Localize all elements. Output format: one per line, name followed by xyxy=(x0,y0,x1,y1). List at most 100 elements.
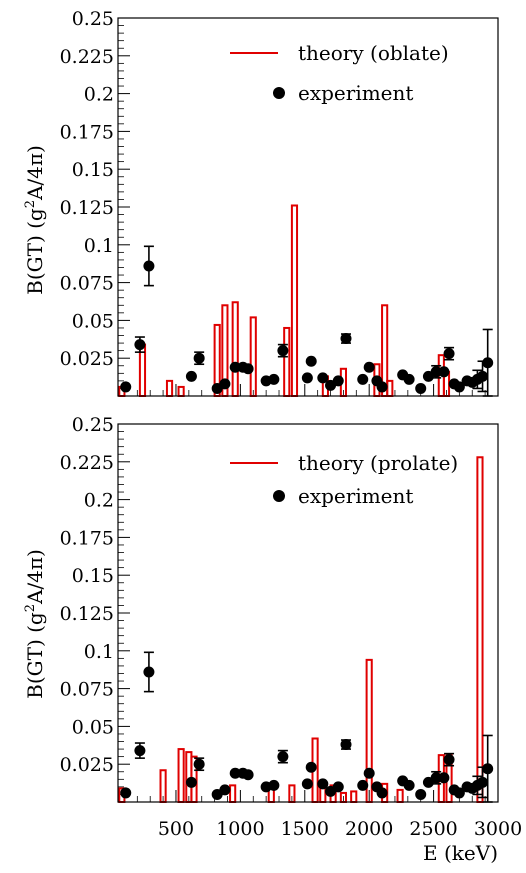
y-tick-label: 0.125 xyxy=(60,197,114,219)
y-axis-ticks: 0.025 0.05 0.075 0.1 0.125 0.15 0.175 0.2 0.225 0… xyxy=(60,8,499,396)
experiment-point xyxy=(185,776,197,788)
theory-histogram xyxy=(118,456,484,804)
experiment-point xyxy=(185,370,197,382)
plot-frame xyxy=(117,423,499,803)
experiment-point xyxy=(229,361,241,373)
theory-bar xyxy=(231,301,239,398)
legend-experiment-marker xyxy=(273,490,285,502)
theory-bar xyxy=(249,316,257,398)
experiment-point xyxy=(477,776,489,788)
y-tick-label: 0.15 xyxy=(72,159,114,181)
experiment-point xyxy=(120,787,132,799)
y-tick-label: 0.1 xyxy=(84,641,114,663)
theory-bar xyxy=(283,326,291,397)
experiment-points xyxy=(120,245,494,397)
y-tick-label: 0.075 xyxy=(60,679,114,701)
theory-histogram xyxy=(118,204,451,398)
experiment-point xyxy=(340,333,352,345)
y-tick-label: 0.225 xyxy=(60,452,114,474)
experiment-points xyxy=(120,651,494,803)
theory-bar xyxy=(165,379,174,398)
experiment-point xyxy=(443,348,455,360)
legend-theory-label: theory (prolate) xyxy=(298,451,458,475)
theory-bar xyxy=(177,748,185,804)
y-tick-label: 0.2 xyxy=(84,84,114,106)
experiment-point xyxy=(301,778,313,790)
y-axis-title: B(GT) (g2A/4π) xyxy=(23,549,47,699)
experiment-point xyxy=(219,378,231,390)
experiment-point xyxy=(332,375,344,387)
experiment-point xyxy=(363,767,375,779)
experiment-point xyxy=(438,772,450,784)
y-tick-label: 0.25 xyxy=(72,8,114,30)
experiment-point xyxy=(376,381,388,393)
experiment-point xyxy=(430,772,442,784)
legend-experiment-label: experiment xyxy=(298,484,413,508)
experiment-point xyxy=(340,739,352,751)
y-tick-label: 0.125 xyxy=(60,603,114,625)
y-tick-label: 0.075 xyxy=(60,273,114,295)
experiment-point xyxy=(120,381,132,393)
experiment-point xyxy=(143,666,155,678)
x-tick-label: 3000 xyxy=(474,818,522,840)
experiment-point xyxy=(415,382,427,394)
y-tick-label: 0.25 xyxy=(72,414,114,436)
experiment-point xyxy=(430,366,442,378)
y-tick-label: 0.175 xyxy=(60,121,114,143)
experiment-point xyxy=(229,767,241,779)
experiment-point xyxy=(357,779,369,791)
experiment-point xyxy=(277,751,289,763)
theory-bar xyxy=(290,204,299,397)
experiment-point xyxy=(242,363,254,375)
legend-experiment-label: experiment xyxy=(298,81,413,105)
y-axis-title: B(GT) (g2A/4π) xyxy=(23,145,47,295)
experiment-point xyxy=(403,373,415,385)
x-axis-title: E (keV) xyxy=(423,841,498,865)
x-tick-label: 1000 xyxy=(216,818,264,840)
theory-bar xyxy=(396,788,404,803)
experiment-point xyxy=(305,761,317,773)
experiment-point xyxy=(482,763,494,775)
experiment-point xyxy=(453,381,465,393)
experiment-point xyxy=(301,372,313,384)
x-tick-label: 2500 xyxy=(409,818,457,840)
y-tick-label: 0.15 xyxy=(72,565,114,587)
experiment-point xyxy=(317,778,329,790)
experiment-point xyxy=(363,361,375,373)
experiment-point xyxy=(268,779,280,791)
experiment-point xyxy=(305,355,317,367)
experiment-point xyxy=(134,745,146,757)
legend: theory (prolate) experiment xyxy=(230,451,458,508)
x-tick-label: 500 xyxy=(158,818,194,840)
y-tick-label: 0.225 xyxy=(60,46,114,68)
experiment-point xyxy=(219,784,231,796)
experiment-point xyxy=(268,373,280,385)
theory-bar xyxy=(177,385,185,398)
experiment-point xyxy=(376,787,388,799)
x-axis-ticks: 500 1000 1500 2000 2500 3000 xyxy=(124,790,522,840)
experiment-point xyxy=(403,779,415,791)
theory-bar xyxy=(386,379,394,398)
panel-oblate: 0.025 0.05 0.075 0.1 0.125 0.15 0.175 0.2 0.225 0… xyxy=(23,8,499,398)
y-axis-ticks: 0.025 0.05 0.075 0.1 0.125 0.15 0.175 0.2 0.225 0… xyxy=(60,414,130,795)
experiment-point xyxy=(134,339,146,351)
x-tick-label: 2000 xyxy=(345,818,393,840)
plot-frame xyxy=(117,17,499,397)
theory-bar xyxy=(476,456,484,803)
y-tick-label: 0.025 xyxy=(60,348,114,370)
theory-bar xyxy=(365,658,373,804)
y-tick-label: 0.05 xyxy=(72,716,114,738)
y-tick-label: 0.175 xyxy=(60,527,114,549)
legend-theory-label: theory (oblate) xyxy=(298,41,449,65)
legend-experiment-marker xyxy=(273,87,285,99)
experiment-point xyxy=(143,260,155,272)
y-tick-label: 0.2 xyxy=(84,490,114,512)
experiment-point xyxy=(482,357,494,369)
panel-prolate: 0.025 0.05 0.075 0.1 0.125 0.15 0.175 0.2 0.225 0… xyxy=(23,414,522,865)
legend: theory (oblate) experiment xyxy=(230,41,449,105)
experiment-point xyxy=(193,758,205,770)
y-tick-label: 0.05 xyxy=(72,310,114,332)
experiment-point xyxy=(453,787,465,799)
experiment-point xyxy=(477,370,489,382)
